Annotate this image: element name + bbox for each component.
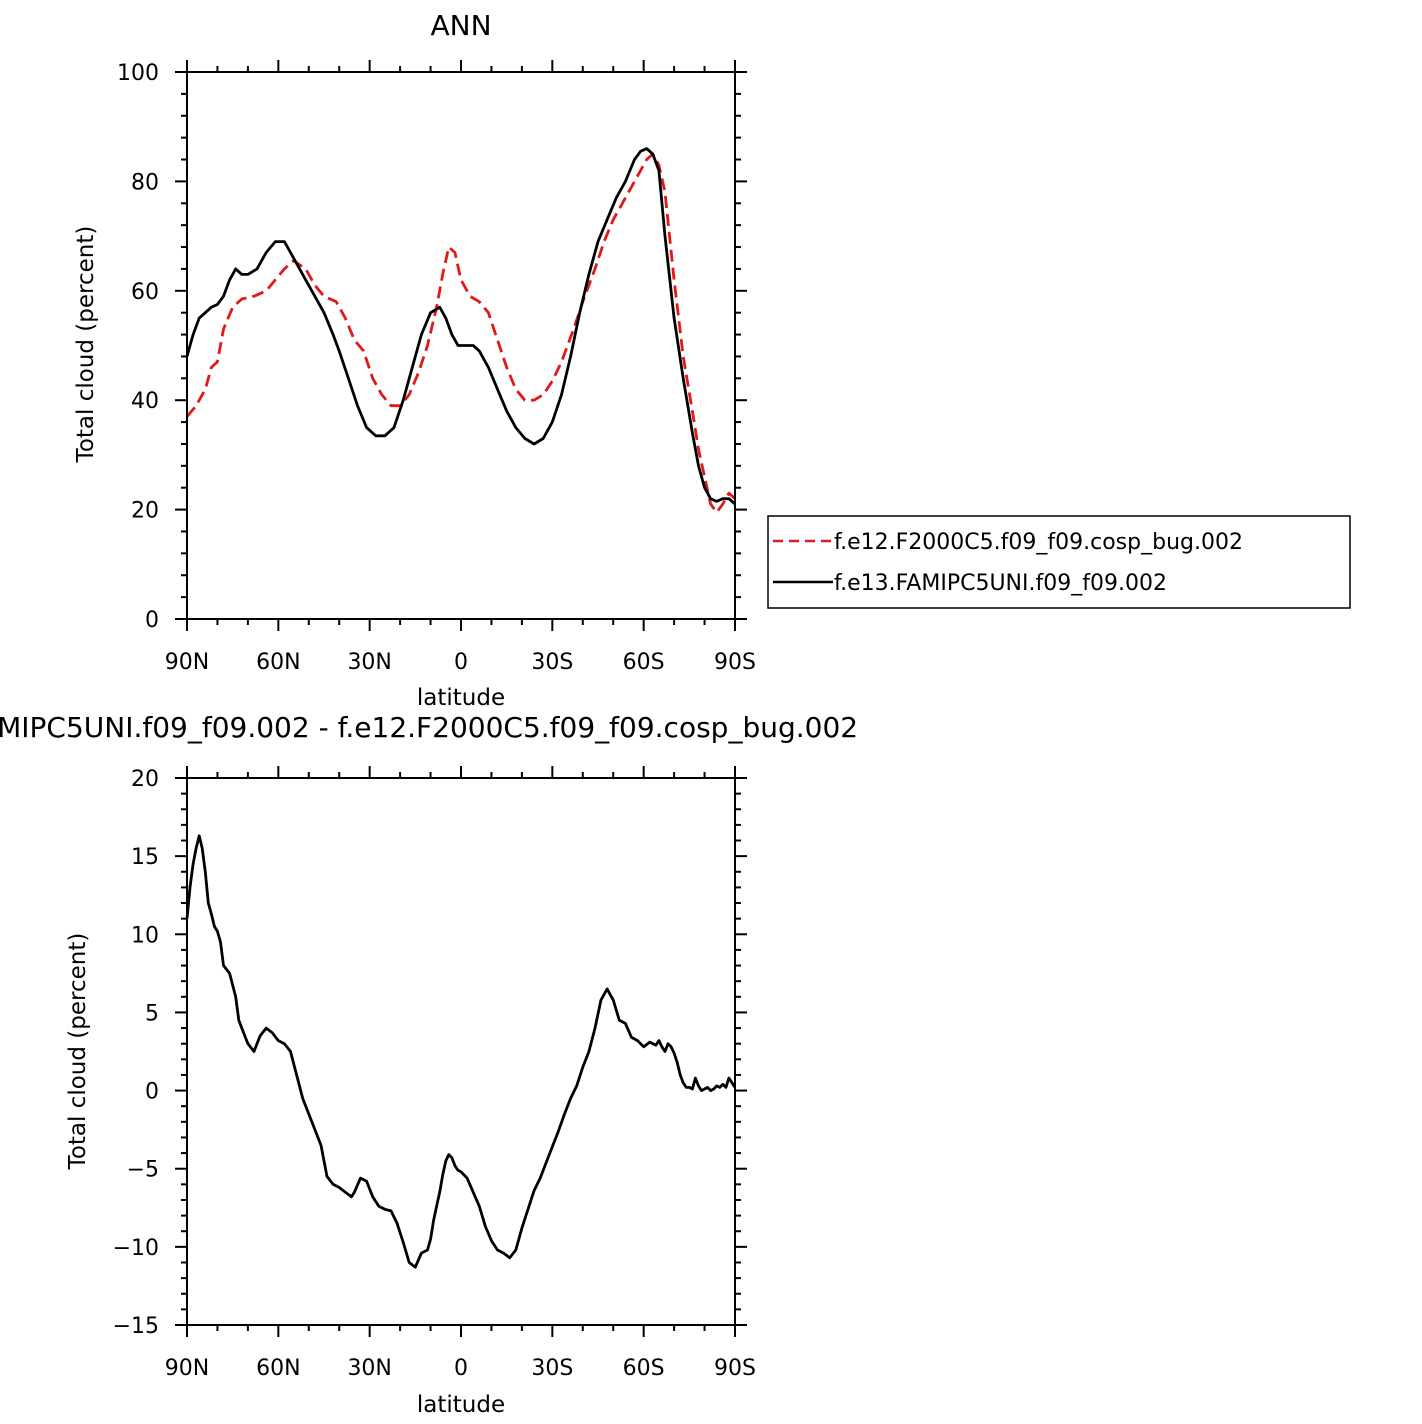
bottom-ytick-label: 0 (145, 1080, 159, 1105)
top-series-line-1 (185, 147, 736, 506)
top-ytick-label: 40 (131, 389, 159, 414)
top-ytick-label: 20 (131, 499, 159, 524)
top-chart-lines (185, 147, 736, 514)
bottom-xtick-label: 30S (531, 1356, 573, 1381)
top-plot-frame (186, 71, 736, 620)
legend: f.e12.F2000C5.f09_f09.cosp_bug.002 f.e13… (767, 515, 1351, 609)
top-ytick-label: 100 (117, 61, 159, 86)
bottom-chart-title: f.e13.FAMIPC5UNI.f09_f09.002 - f.e12.F20… (0, 711, 858, 744)
top-ytick-label: 60 (131, 280, 159, 305)
bottom-plot-frame (186, 777, 736, 1326)
bottom-chart-lines (185, 834, 737, 1269)
top-xtick-label: 90N (165, 650, 209, 675)
bottom-ytick-label: −5 (127, 1158, 159, 1183)
bottom-xtick-label: 90N (165, 1356, 209, 1381)
bottom-xtick-label: 60N (256, 1356, 300, 1381)
top-xtick-label: 60S (623, 650, 665, 675)
legend-label-cosp-bug: f.e12.F2000C5.f09_f09.cosp_bug.002 (834, 530, 1243, 555)
bottom-chart-ticks: 90N 60N 30N 0 30S 60S 90S −15 −10 −5 0 5 10 15 20 (113, 766, 756, 1381)
bottom-xtick-label: 30N (347, 1356, 391, 1381)
top-xtick-label: 30N (347, 650, 391, 675)
top-xtick-label: 30S (531, 650, 573, 675)
top-chart-ylabel: Total cloud (percent) (73, 226, 99, 464)
bottom-ytick-label: 20 (131, 767, 159, 792)
top-ytick-label: 0 (145, 608, 159, 633)
top-series-line-0 (185, 152, 736, 514)
legend-box (767, 515, 1351, 609)
bottom-chart-panel: f.e13.FAMIPC5UNI.f09_f09.002 - f.e12.F20… (0, 711, 858, 1418)
top-chart-ticks: 90N 60N 30N 0 30S 60S 90S 0 20 40 60 80 100 (117, 60, 756, 675)
top-xtick-label: 0 (454, 650, 468, 675)
bottom-ytick-label: −10 (113, 1236, 159, 1261)
top-chart-panel: ANN Total cloud (percent) latitude 90N 60… (73, 9, 756, 711)
legend-label-famipc5uni: f.e13.FAMIPC5UNI.f09_f09.002 (834, 571, 1167, 596)
bottom-ytick-label: 10 (131, 923, 159, 948)
bottom-chart-xlabel: latitude (417, 1392, 505, 1418)
bottom-xtick-label: 60S (623, 1356, 665, 1381)
bottom-ytick-label: 15 (131, 845, 159, 870)
bottom-ytick-label: 5 (145, 1001, 159, 1026)
top-xtick-label: 60N (256, 650, 300, 675)
top-xtick-label: 90S (714, 650, 756, 675)
top-chart-title: ANN (430, 9, 491, 42)
bottom-chart-ylabel: Total cloud (percent) (65, 933, 91, 1171)
bottom-xtick-label: 90S (714, 1356, 756, 1381)
top-ytick-label: 80 (131, 170, 159, 195)
bottom-xtick-label: 0 (454, 1356, 468, 1381)
bottom-series-line-0 (185, 834, 737, 1269)
top-chart-xlabel: latitude (417, 685, 505, 711)
bottom-ytick-label: −15 (113, 1314, 159, 1339)
